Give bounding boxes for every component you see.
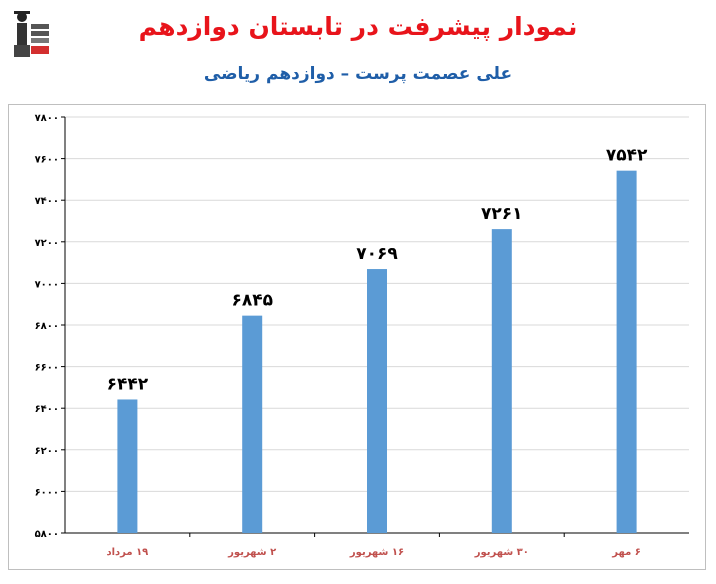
bar xyxy=(367,269,387,533)
data-label: ۶۴۴۲ xyxy=(107,374,149,394)
data-label: ۷۰۶۹ xyxy=(356,244,398,264)
bar-chart: ۵۸۰۰ ۶۰۰۰ ۶۲۰۰ ۶۴۰۰ ۶۶۰۰ ۶۸۰۰ ۷۰۰۰ ۷۲۰۰ ۷۴۰۰ ۷۶۰۰… xyxy=(35,113,689,558)
chart-subtitle: علی عصمت پرست – دوازدهم ریاضی xyxy=(203,64,513,84)
x-tick-label: ۳۰ شهریور xyxy=(474,547,529,558)
bar xyxy=(491,229,512,533)
y-tick-label: ۶۸۰۰ xyxy=(35,321,59,332)
y-tick-label: ۷۶۰۰ xyxy=(35,155,59,166)
y-tick-label: ۶۶۰۰ xyxy=(35,363,59,374)
x-tick-label: ۶ مهر xyxy=(611,547,641,558)
bar xyxy=(117,399,138,533)
data-label: ۶۸۴۵ xyxy=(231,291,273,311)
data-label: ۷۵۴۲ xyxy=(606,146,648,166)
y-tick-label: ۵۸۰۰ xyxy=(35,529,59,540)
y-tick-label: ۷۲۰۰ xyxy=(35,238,59,249)
y-tick-label: ۶۲۰۰ xyxy=(35,446,59,457)
y-tick-label: ۷۸۰۰ xyxy=(35,113,59,124)
y-tick-label: ۶۴۰۰ xyxy=(35,404,59,415)
bar xyxy=(242,315,263,533)
bar xyxy=(616,170,637,533)
y-tick-label: ۷۴۰۰ xyxy=(35,196,59,207)
x-tick-label: ۱۶ شهریور xyxy=(349,547,404,558)
logo-icon xyxy=(14,11,49,57)
data-label: ۷۲۶۱ xyxy=(481,204,523,224)
chart-title: نمودار پیشرفت در تابستان دوازدهم xyxy=(138,12,578,41)
y-tick-label: ۶۰۰۰ xyxy=(35,487,59,498)
x-tick-label: ۲ شهریور xyxy=(227,547,276,558)
y-tick-label: ۷۰۰۰ xyxy=(35,279,59,290)
chart-frame: ۵۸۰۰ ۶۰۰۰ ۶۲۰۰ ۶۴۰۰ ۶۶۰۰ ۶۸۰۰ ۷۰۰۰ ۷۲۰۰ ۷۴۰۰ ۷۶۰۰… xyxy=(8,104,706,570)
x-tick-label: ۱۹ مرداد xyxy=(106,547,148,558)
